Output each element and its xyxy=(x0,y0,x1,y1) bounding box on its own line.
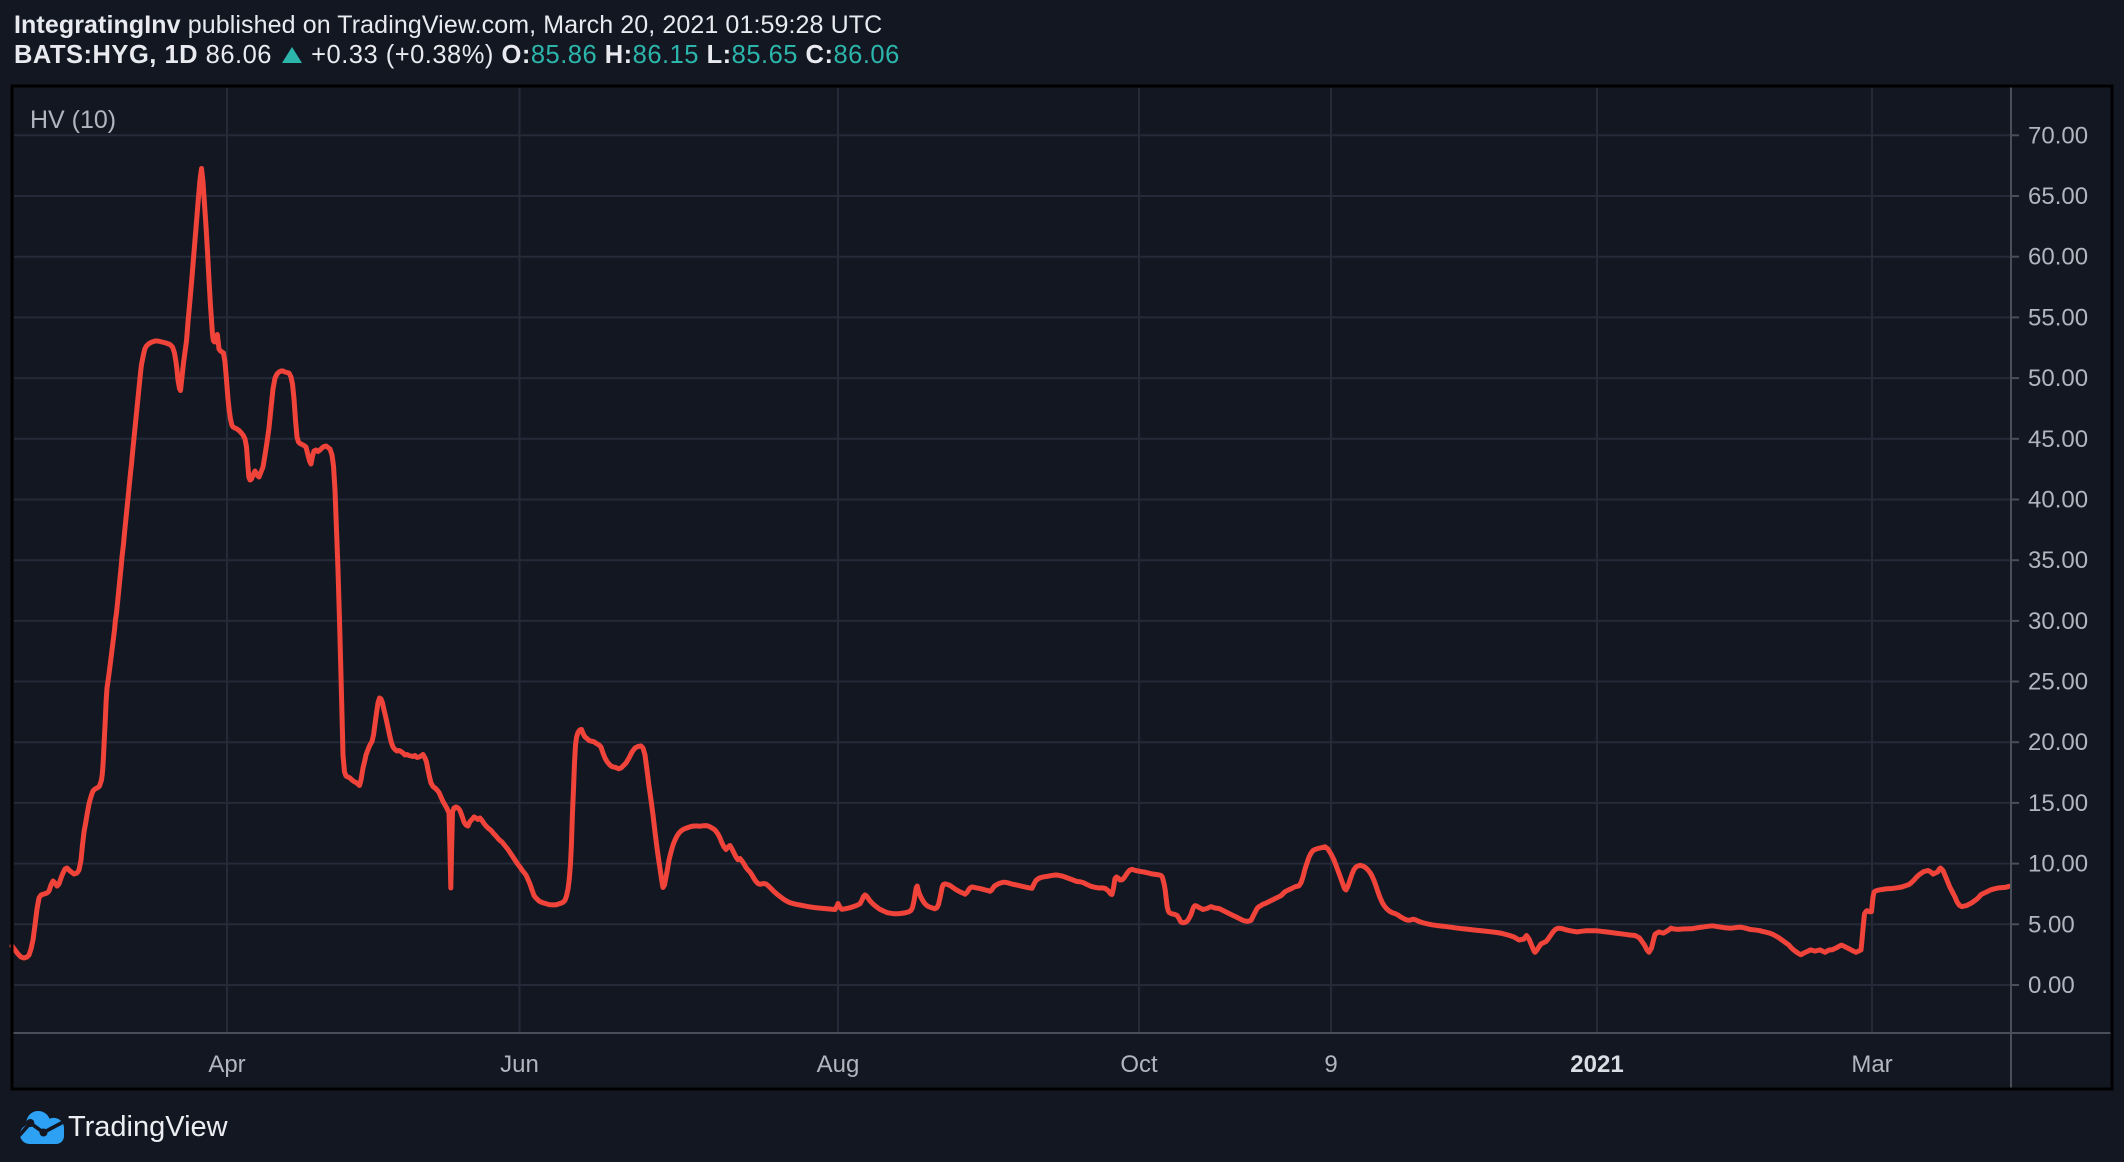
svg-text:55.00: 55.00 xyxy=(2028,304,2088,331)
svg-text:Oct: Oct xyxy=(1120,1051,1158,1078)
svg-text:35.00: 35.00 xyxy=(2028,547,2088,574)
svg-text:Jun: Jun xyxy=(500,1051,539,1078)
svg-text:25.00: 25.00 xyxy=(2028,669,2088,696)
svg-text:45.00: 45.00 xyxy=(2028,426,2088,453)
svg-text:65.00: 65.00 xyxy=(2028,183,2088,210)
svg-text:10.00: 10.00 xyxy=(2028,851,2088,878)
svg-text:70.00: 70.00 xyxy=(2028,122,2088,149)
svg-text:Aug: Aug xyxy=(817,1051,860,1078)
svg-text:Mar: Mar xyxy=(1851,1051,1892,1078)
svg-text:HV (10): HV (10) xyxy=(30,106,116,134)
svg-text:Apr: Apr xyxy=(208,1051,245,1078)
svg-text:TradingView: TradingView xyxy=(68,1111,229,1143)
svg-text:5.00: 5.00 xyxy=(2028,911,2075,938)
svg-text:0.00: 0.00 xyxy=(2028,972,2075,999)
svg-text:50.00: 50.00 xyxy=(2028,365,2088,392)
svg-text:9: 9 xyxy=(1324,1051,1337,1078)
svg-text:2021: 2021 xyxy=(1570,1051,1623,1078)
svg-text:30.00: 30.00 xyxy=(2028,608,2088,635)
svg-text:15.00: 15.00 xyxy=(2028,790,2088,817)
svg-text:40.00: 40.00 xyxy=(2028,487,2088,514)
svg-text:60.00: 60.00 xyxy=(2028,244,2088,271)
svg-text:20.00: 20.00 xyxy=(2028,729,2088,756)
